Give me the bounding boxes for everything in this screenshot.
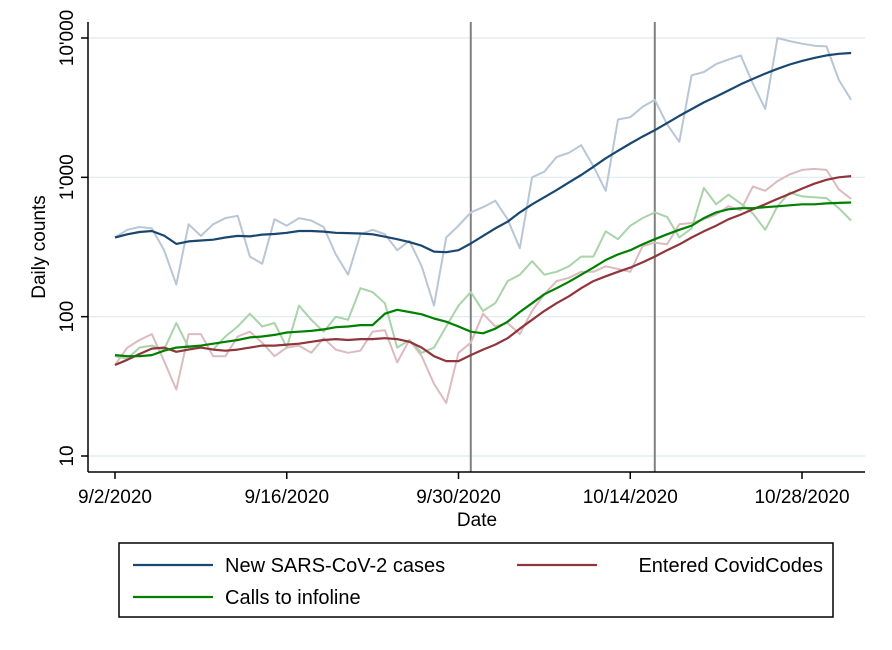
entered-covidcodes-daily-line [114, 167, 852, 404]
entered-covidcodes-average-line [114, 175, 852, 367]
new-sars-cov-2-cases-average-line [114, 51, 852, 254]
y-tick-label: 10 [57, 445, 78, 466]
x-tick-label: 9/16/2020 [244, 487, 329, 508]
calls-to-infoline-daily-line [114, 186, 852, 360]
x-tick-label: 10/28/2020 [754, 487, 849, 508]
x-axis-title: Date [457, 510, 497, 531]
legend-label: Entered CovidCodes [638, 555, 823, 577]
legend-box [118, 542, 834, 618]
legend: New SARS-CoV-2 cases Entered CovidCodes Ca… [118, 542, 834, 618]
x-tick-label: 9/2/2020 [78, 487, 152, 508]
axes: 10 100 1'000 10'000 9/2/2020 9/16/2020 9/30/20… [57, 10, 865, 508]
legend-label: New SARS-CoV-2 cases [225, 555, 445, 577]
x-tick-label: 9/30/2020 [416, 487, 501, 508]
event-lines [469, 22, 656, 472]
legend-label: Calls to infoline [225, 587, 361, 609]
y-tick-label: 10'000 [57, 10, 78, 66]
series-lines [114, 37, 852, 404]
gridlines [88, 37, 865, 457]
new-sars-cov-2-cases-daily-line [114, 37, 852, 307]
x-tick-label: 10/14/2020 [583, 487, 678, 508]
y-axis-title: Daily counts [29, 195, 50, 299]
y-tick-label: 1'000 [57, 154, 78, 200]
y-tick-label: 100 [57, 301, 78, 333]
calls-to-infoline-average-line [114, 201, 852, 358]
